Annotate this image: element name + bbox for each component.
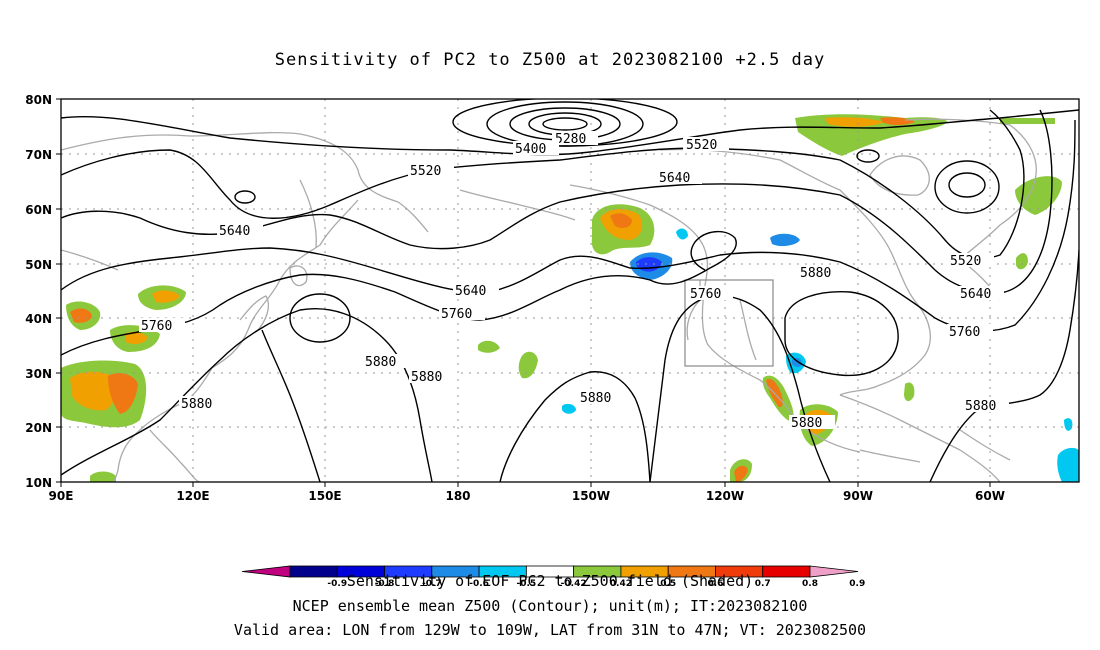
colorbar-tick-label: 0.5 [660, 579, 676, 589]
colorbar-high-arrow [809, 565, 859, 578]
lon-label: 150E [308, 489, 341, 503]
contour-label-5520: 5520 [410, 164, 441, 179]
contour-labels: 5280 5400 5520 5520 5520 5640 5640 5640 … [139, 131, 1009, 431]
colorbar-tick-label: -0.6 [469, 579, 489, 589]
lon-label: 90E [49, 489, 74, 503]
map-title: Sensitivity of PC2 to Z500 at 2023082100… [274, 50, 826, 70]
lat-label: 80N [25, 93, 52, 107]
plot-frame [60, 98, 1080, 483]
contour-label-5880: 5880 [800, 266, 831, 281]
z500-contours [61, 99, 1079, 482]
footer-valid-area: Valid area: LON from 129W to 109W, LAT f… [233, 621, 867, 639]
colorbar-tick-label: -0.9 [327, 579, 347, 589]
contour-label-5640: 5640 [219, 224, 250, 239]
lon-label: 60W [975, 489, 1005, 503]
contour-label-5880: 5880 [365, 355, 396, 370]
colorbar-tick-label: -0.8 [375, 579, 395, 589]
contour-label-5760: 5760 [141, 319, 172, 334]
lon-label: 120E [176, 489, 209, 503]
valid-area-box [684, 279, 774, 367]
lat-label: 50N [25, 258, 52, 272]
lon-ticks [60, 482, 991, 487]
contour-label-5760: 5760 [690, 287, 721, 302]
footer-shading-caption: Sensitivity of EOF PC2 to Z500 field (Sh… [346, 572, 754, 590]
contour-label-5880: 5880 [580, 391, 611, 406]
contour-label-5520: 5520 [950, 254, 981, 269]
colorbar-tick-label: -0.7 [422, 579, 442, 589]
lat-label: 20N [25, 421, 52, 435]
graticule [61, 99, 1079, 482]
colorbar-tick-label: -0.5 [517, 579, 537, 589]
lat-label: 40N [25, 312, 52, 326]
contour-label-5880: 5880 [791, 416, 822, 431]
lon-label: 90W [843, 489, 873, 503]
colorbar-tick-label: 0.8 [802, 579, 818, 589]
contour-label-5640: 5640 [659, 171, 690, 186]
colorbar-tick-label: -0.42 [561, 579, 587, 589]
lat-labels: 80N 70N 60N 50N 40N 30N 20N 10N [25, 93, 52, 490]
contour-label-5880: 5880 [411, 370, 442, 385]
lon-label: 120W [706, 489, 744, 503]
contour-label-5640: 5640 [960, 287, 991, 302]
lon-label: 150W [572, 489, 610, 503]
contour-label-5640: 5640 [455, 284, 486, 299]
colorbar: -0.9 -0.8 -0.7 -0.6 -0.5 -0.42 0.42 0.5 0.6 0.7 0.… [241, 565, 865, 589]
contour-label-5400: 5400 [515, 142, 546, 157]
lat-label: 70N [25, 148, 52, 162]
contour-label-5760: 5760 [949, 325, 980, 340]
contour-label-5880: 5880 [181, 397, 212, 412]
lon-labels: 90E 120E 150E 180 150W 120W 90W 60W [49, 489, 1005, 503]
colorbar-tick-label: 0.9 [849, 579, 865, 589]
contour-label-5760: 5760 [441, 307, 472, 322]
colorbar-tick-label: 0.42 [610, 579, 632, 589]
contour-label-5280: 5280 [555, 132, 586, 147]
lat-label: 60N [25, 203, 52, 217]
colorbar-tick-label: 0.7 [755, 579, 771, 589]
lat-ticks [56, 98, 61, 483]
contour-label-5880: 5880 [965, 399, 996, 414]
footer-contour-caption: NCEP ensemble mean Z500 (Contour); unit(… [292, 597, 808, 615]
colorbar-tick-label: 0.6 [707, 579, 723, 589]
lat-label: 10N [25, 476, 52, 490]
lon-label: 180 [445, 489, 470, 503]
contour-label-5520: 5520 [686, 138, 717, 153]
lat-label: 30N [25, 367, 52, 381]
